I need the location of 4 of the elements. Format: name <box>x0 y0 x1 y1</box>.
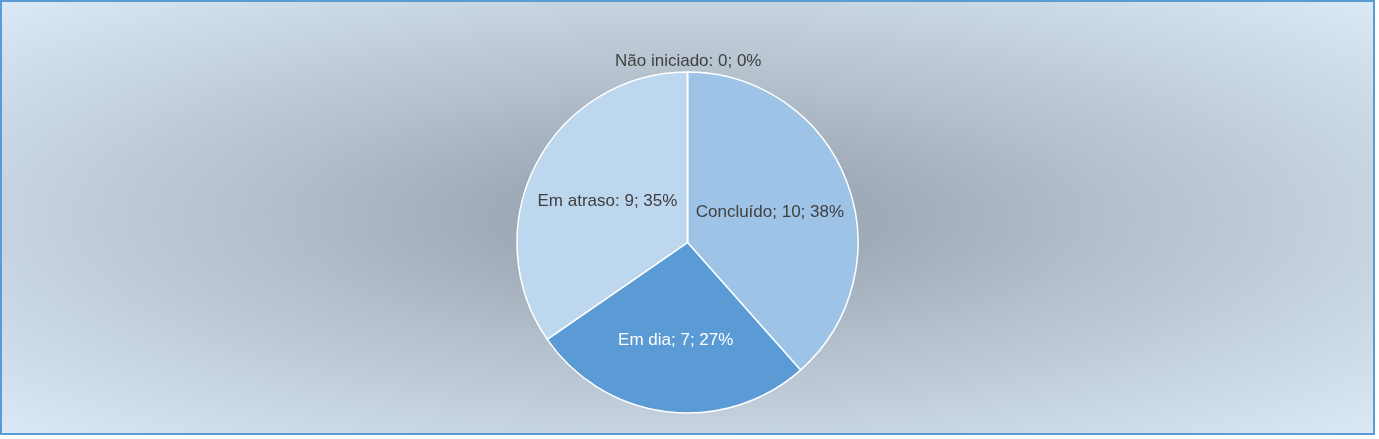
slice-label: Concluído <box>695 201 773 221</box>
category-label: Não iniciado: 0; 0% <box>615 51 762 70</box>
slice-label: Em atraso <box>537 190 615 210</box>
slice-label: Em dia <box>618 329 672 349</box>
